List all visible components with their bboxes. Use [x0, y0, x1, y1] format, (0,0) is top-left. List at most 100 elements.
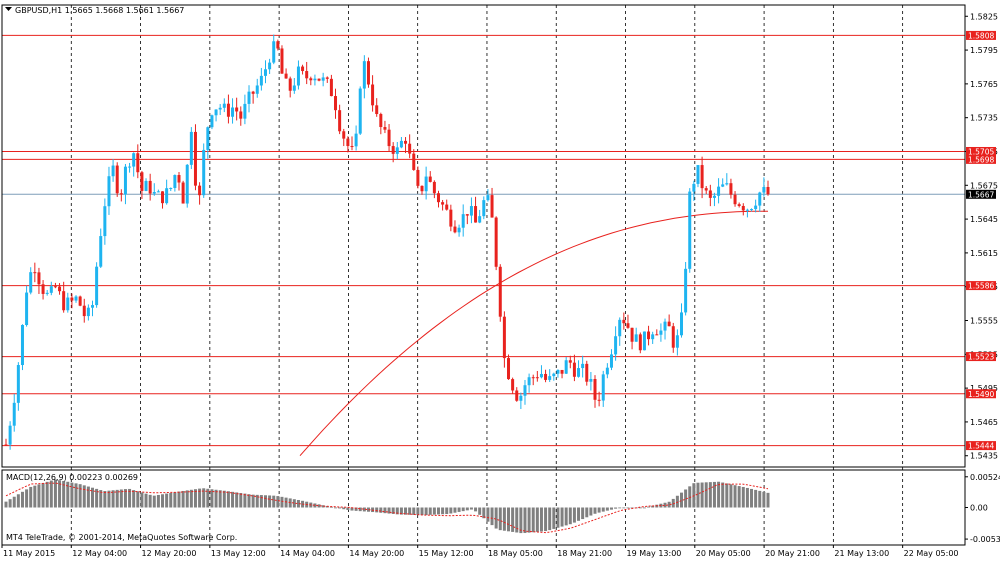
- candle-body: [329, 78, 333, 97]
- x-tick-label: 14 May 20:00: [349, 549, 404, 558]
- candle-body: [12, 402, 16, 426]
- candle-body: [309, 78, 313, 81]
- candle-body: [412, 153, 416, 170]
- candle-body: [449, 209, 453, 227]
- candle-body: [717, 186, 721, 196]
- macd-bar: [461, 507, 465, 512]
- candle-body: [161, 191, 165, 204]
- macd-bar: [272, 495, 276, 508]
- candles: [4, 34, 770, 450]
- candle-body: [185, 164, 189, 204]
- macd-bar: [346, 507, 350, 510]
- candle-body: [618, 319, 622, 337]
- candle-body: [745, 209, 749, 211]
- y-tick-label: 1.5765: [970, 80, 998, 89]
- macd-bar: [696, 482, 700, 508]
- candle-body: [609, 354, 613, 368]
- candle-body: [136, 153, 140, 173]
- level-price-label: 1.5490: [968, 390, 994, 399]
- macd-bar: [609, 507, 613, 510]
- candle-body: [383, 127, 387, 130]
- candle-body: [20, 325, 24, 366]
- macd-bar: [519, 507, 523, 534]
- macd-bar: [82, 485, 86, 508]
- candle-body: [49, 286, 53, 293]
- candle-body: [198, 185, 202, 196]
- candle-body: [391, 146, 395, 154]
- candle-body: [696, 165, 700, 184]
- macd-bar: [4, 501, 8, 508]
- candle-body: [581, 363, 585, 369]
- candle-body: [214, 109, 218, 116]
- macd-bar: [259, 495, 263, 508]
- macd-bar: [688, 486, 692, 508]
- macd-bar: [531, 507, 535, 533]
- candle-body: [519, 395, 523, 401]
- macd-bar: [350, 507, 354, 511]
- macd-bar: [148, 494, 152, 508]
- macd-bar: [539, 507, 543, 532]
- macd-bar: [527, 507, 531, 533]
- macd-bar: [366, 507, 370, 512]
- macd-bar: [708, 482, 712, 508]
- x-tick-label: 20 May 05:00: [696, 549, 751, 558]
- candle-body: [457, 227, 461, 233]
- x-tick-label: 22 May 05:00: [904, 549, 959, 558]
- candle-body: [78, 296, 82, 306]
- candle-body: [173, 175, 177, 188]
- macd-bar: [90, 487, 94, 508]
- candle-body: [490, 195, 494, 218]
- macd-bar: [642, 507, 646, 509]
- macd-bar: [136, 491, 140, 508]
- macd-bar: [766, 492, 770, 508]
- candle-body: [181, 182, 185, 204]
- macd-bar: [161, 494, 165, 508]
- main-pane-frame: [1, 4, 966, 468]
- candle-body: [461, 214, 465, 228]
- macd-bar: [482, 507, 486, 519]
- candle-body: [766, 186, 770, 195]
- candle-body: [66, 297, 70, 311]
- macd-bar: [119, 489, 123, 508]
- candle-body: [123, 166, 127, 195]
- x-tick-label: 13 May 12:00: [211, 549, 266, 558]
- macd-bar: [441, 507, 445, 515]
- symbol-header: GBPUSD,H1 1.5665 1.5668 1.5661 1.5667: [15, 6, 184, 15]
- candle-body: [334, 96, 338, 111]
- candle-body: [663, 321, 667, 331]
- candle-body: [515, 390, 519, 401]
- candle-body: [507, 358, 511, 380]
- level-price-label: 1.5586: [968, 282, 994, 291]
- candle-body: [321, 77, 325, 81]
- candle-body: [218, 107, 222, 110]
- candle-body: [95, 266, 99, 306]
- candle-body: [288, 78, 292, 91]
- dropdown-triangle-icon[interactable]: [5, 7, 12, 11]
- candle-body: [605, 367, 609, 375]
- candle-body: [539, 373, 543, 378]
- macd-bar: [614, 507, 618, 509]
- macd-bar: [292, 499, 296, 508]
- candle-body: [292, 85, 296, 91]
- macd-bar: [391, 507, 395, 514]
- macd-bar: [404, 507, 408, 515]
- level-price-label: 1.5698: [968, 155, 994, 164]
- y-tick-label: 1.5735: [970, 114, 998, 123]
- macd-bar: [585, 507, 589, 518]
- candle-body: [750, 209, 754, 211]
- candle-body: [577, 368, 581, 377]
- macd-bar: [745, 487, 749, 508]
- macd-bar: [469, 507, 473, 510]
- macd-bar: [515, 507, 519, 533]
- macd-bar: [486, 507, 490, 522]
- candle-body: [758, 192, 762, 206]
- candle-body: [651, 334, 655, 340]
- macd-bar: [103, 491, 107, 508]
- macd-bar: [502, 507, 506, 531]
- macd-bar: [412, 507, 416, 515]
- candle-body: [305, 71, 309, 79]
- candle-body: [325, 77, 329, 79]
- candle-body: [342, 131, 346, 139]
- x-tick-label: 15 May 12:00: [419, 549, 474, 558]
